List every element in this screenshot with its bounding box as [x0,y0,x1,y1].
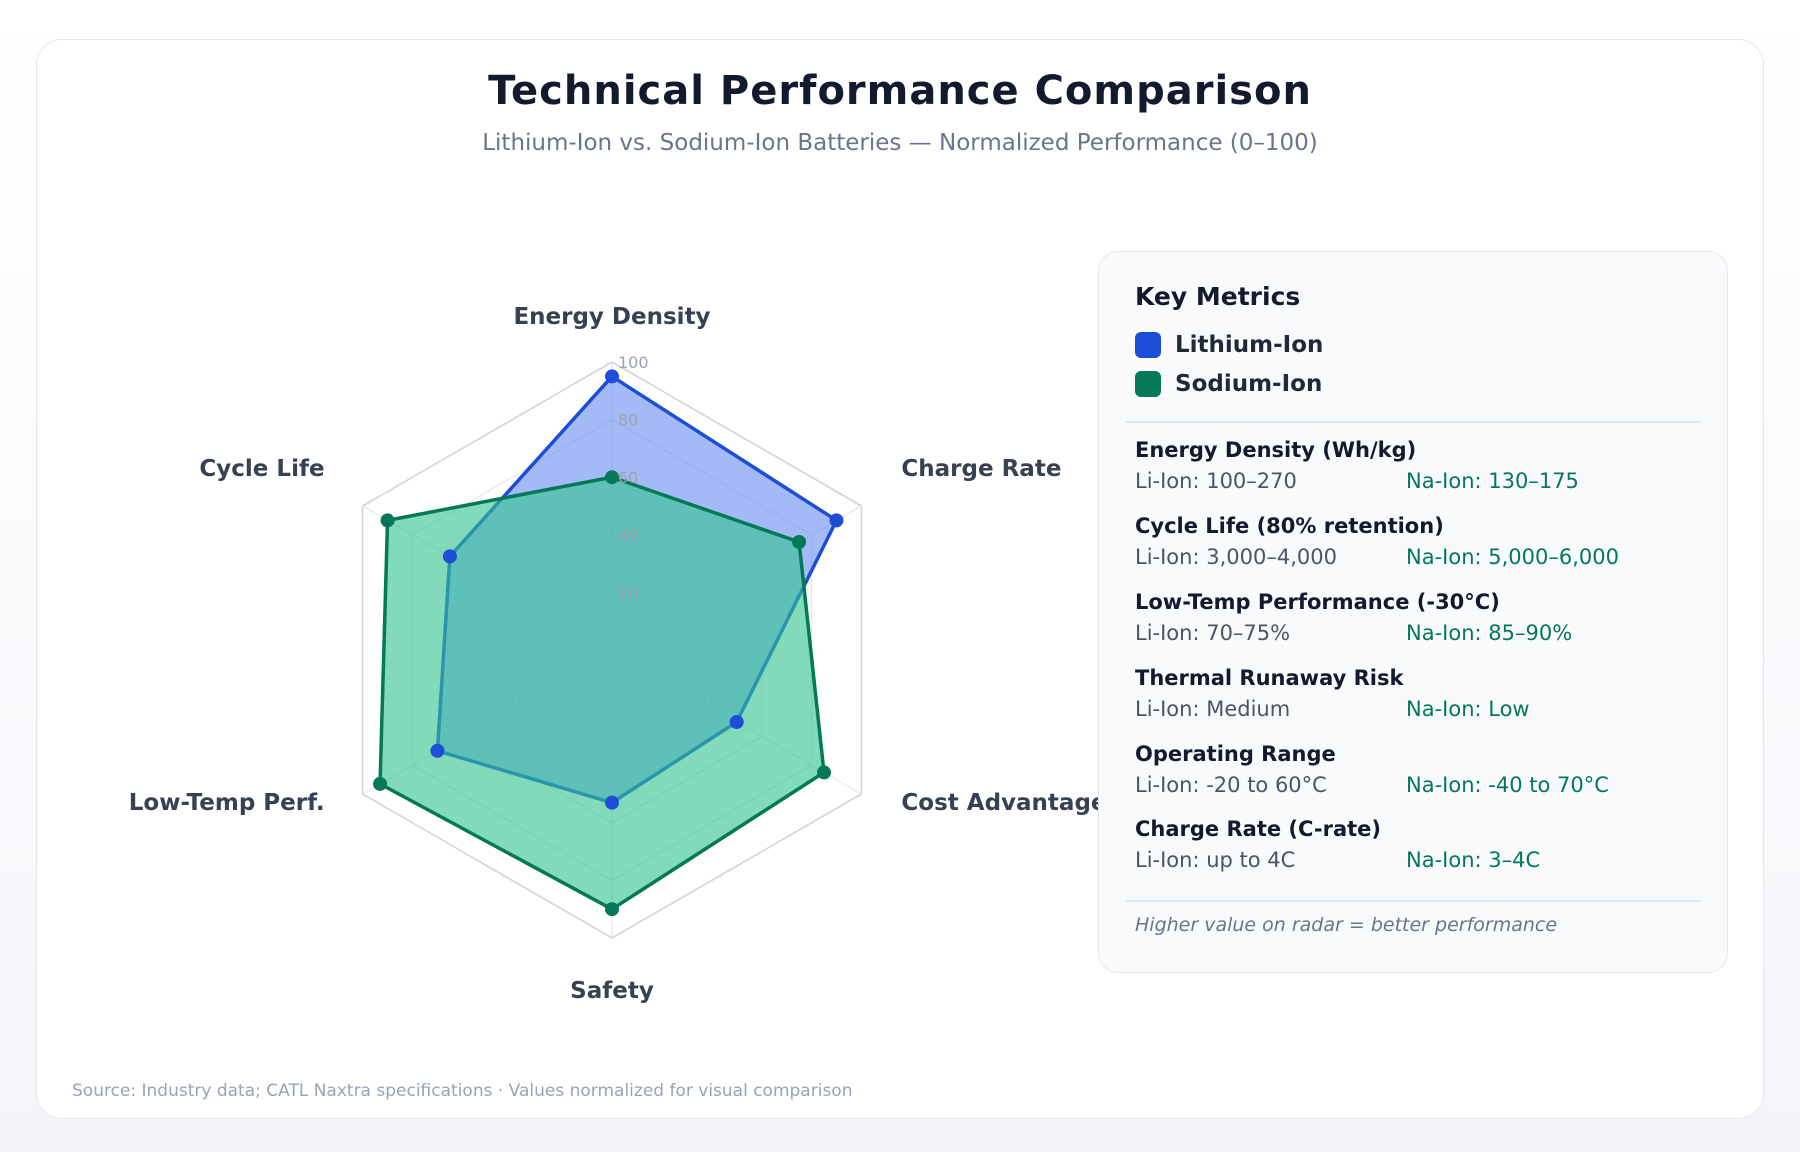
panel-divider [1125,900,1701,902]
legend-label-lithium-ion: Lithium-Ion [1175,332,1324,358]
tick-label: 80 [618,411,638,430]
series-area-sodium-ion [378,475,826,911]
metric-na-value: Na-Ion: 3–4C [1406,848,1541,872]
source-note: Source: Industry data; CATL Naxtra speci… [72,1081,853,1101]
axis-label-charge-rate: Charge Rate [901,456,1061,482]
panel-divider [1125,421,1701,423]
metric-name: Cycle Life (80% retention) [1135,514,1444,538]
data-point-sodium-ion [373,776,388,791]
metric-low-temp: Low-Temp Performance (-30°C) Li-Ion: 70–… [1135,587,1695,649]
metric-na-value: Na-Ion: -40 to 70°C [1406,773,1609,797]
metric-li-value: Li-Ion: 70–75% [1135,621,1291,645]
tick-label: 100 [618,353,649,372]
metric-li-value: Li-Ion: 100–270 [1135,469,1297,493]
legend-item-lithium-ion: Lithium-Ion [1135,332,1323,358]
metric-cycle-life: Cycle Life (80% retention) Li-Ion: 3,000… [1135,511,1695,573]
metric-name: Low-Temp Performance (-30°C) [1135,590,1500,614]
metric-name: Charge Rate (C-rate) [1135,817,1382,841]
axis-label-cost-advantage: Cost Advantage [901,790,1106,816]
metric-na-value: Na-Ion: 130–175 [1406,469,1579,493]
metric-na-value: Na-Ion: 5,000–6,000 [1406,545,1619,569]
legend-item-sodium-ion: Sodium-Ion [1135,371,1322,397]
chart-title: Technical Performance Comparison [488,68,1312,114]
data-point-lithium-ion [729,715,744,729]
metric-name: Energy Density (Wh/kg) [1135,438,1417,462]
metric-energy-density: Energy Density (Wh/kg) Li-Ion: 100–270 N… [1135,435,1695,497]
data-point-lithium-ion [442,549,457,564]
panel-note: Higher value on radar = better performan… [1135,914,1558,936]
axis-label-energy-density: Energy Density [513,304,710,330]
legend-swatch-sodium-ion [1135,371,1161,397]
tick-label: 60 [618,468,638,487]
data-point-lithium-ion [605,369,619,384]
metric-operating-range: Operating Range Li-Ion: -20 to 60°C Na-I… [1135,739,1695,801]
panel-title: Key Metrics [1135,282,1301,311]
metric-li-value: Li-Ion: -20 to 60°C [1135,773,1327,797]
metric-li-value: Li-Ion: 3,000–4,000 [1135,545,1337,569]
data-point-sodium-ion [605,902,619,917]
metric-name: Operating Range [1135,742,1336,766]
axis-label-cycle-life: Cycle Life [199,456,324,482]
metric-charge-rate: Charge Rate (C-rate) Li-Ion: up to 4C Na… [1135,814,1695,876]
data-point-sodium-ion [380,513,395,528]
metric-li-value: Li-Ion: Medium [1135,697,1291,721]
metric-na-value: Na-Ion: 85–90% [1406,621,1573,645]
metric-na-value: Na-Ion: Low [1406,697,1530,721]
metric-name: Thermal Runaway Risk [1135,666,1404,690]
data-point-lithium-ion [430,743,445,758]
metric-thermal-runaway: Thermal Runaway Risk Li-Ion: Medium Na-I… [1135,663,1695,725]
metric-li-value: Li-Ion: up to 4C [1135,848,1296,872]
data-point-sodium-ion [792,535,807,549]
legend-swatch-lithium-ion [1135,332,1161,358]
legend-label-sodium-ion: Sodium-Ion [1175,371,1323,397]
key-metrics-panel: Key Metrics Lithium-Ion Sodium-Ion Energ… [1098,251,1728,973]
axis-label-safety: Safety [570,978,654,1004]
data-point-lithium-ion [605,795,619,810]
tick-label: 40 [618,526,638,545]
data-point-sodium-ion [605,470,619,485]
data-point-lithium-ion [829,513,844,528]
chart-subtitle: Lithium-Ion vs. Sodium-Ion Batteries — N… [482,130,1318,156]
tick-label: 20 [618,583,638,602]
data-point-sodium-ion [817,765,832,780]
axis-label-low-temp-perf: Low-Temp Perf. [129,790,325,816]
